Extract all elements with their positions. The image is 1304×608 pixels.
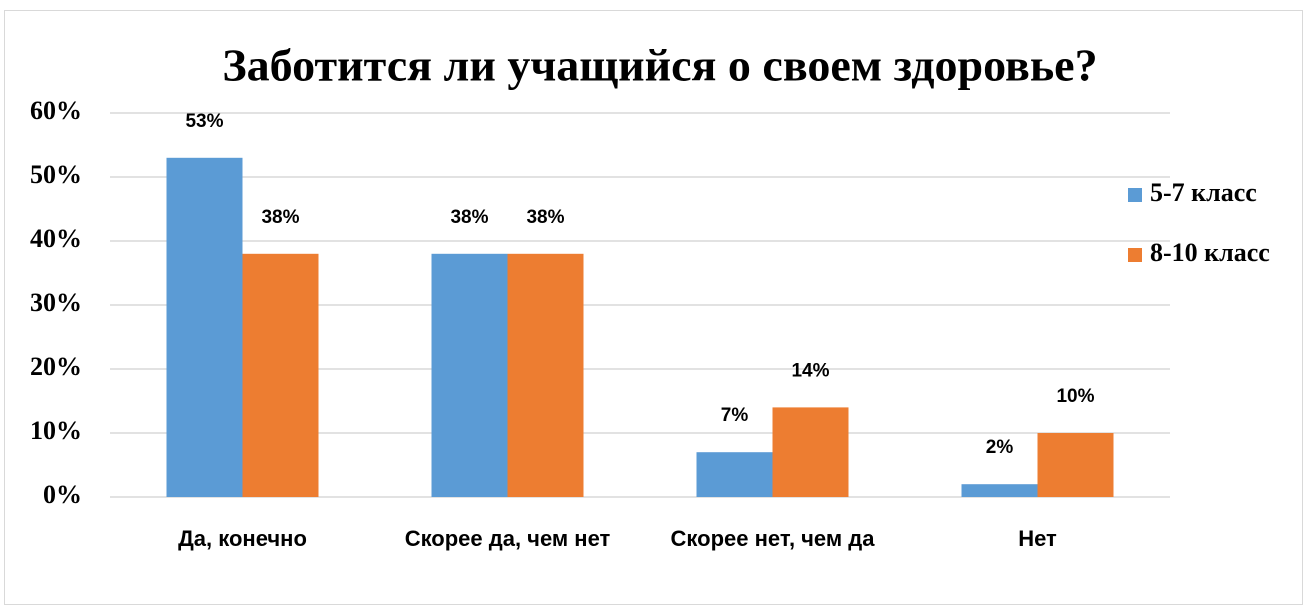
y-tick-label: 60%	[30, 96, 82, 125]
x-tick-label: Скорее да, чем нет	[405, 526, 611, 551]
data-label: 2%	[986, 437, 1014, 458]
legend-label: 8-10 класс	[1150, 238, 1270, 267]
data-label: 53%	[185, 111, 223, 132]
y-tick-label: 50%	[30, 160, 82, 189]
data-label: 38%	[450, 207, 488, 228]
data-label: 38%	[526, 207, 564, 228]
x-tick-label: Нет	[1018, 526, 1057, 551]
bar	[431, 253, 508, 497]
y-tick-label: 0%	[43, 480, 82, 509]
y-tick-label: 10%	[30, 416, 82, 445]
bar	[242, 253, 319, 497]
legend-label: 5-7 класс	[1150, 178, 1257, 207]
data-label: 10%	[1056, 386, 1094, 407]
data-label: 14%	[791, 360, 829, 381]
chart-title: Заботится ли учащийся о своем здоровье?	[222, 40, 1097, 91]
y-tick-label: 30%	[30, 288, 82, 317]
bar	[166, 157, 243, 498]
x-tick-label: Да, конечно	[178, 526, 307, 551]
bar	[696, 452, 773, 497]
x-tick-label: Скорее нет, чем да	[671, 526, 876, 551]
legend-swatch	[1128, 188, 1142, 202]
bar	[507, 253, 584, 497]
data-label: 38%	[261, 207, 299, 228]
legend-swatch	[1128, 248, 1142, 262]
data-label: 7%	[721, 405, 749, 426]
y-tick-label: 40%	[30, 224, 82, 253]
bar	[1037, 433, 1114, 497]
y-tick-label: 20%	[30, 352, 82, 381]
bar	[961, 484, 1038, 497]
bar	[772, 407, 849, 497]
